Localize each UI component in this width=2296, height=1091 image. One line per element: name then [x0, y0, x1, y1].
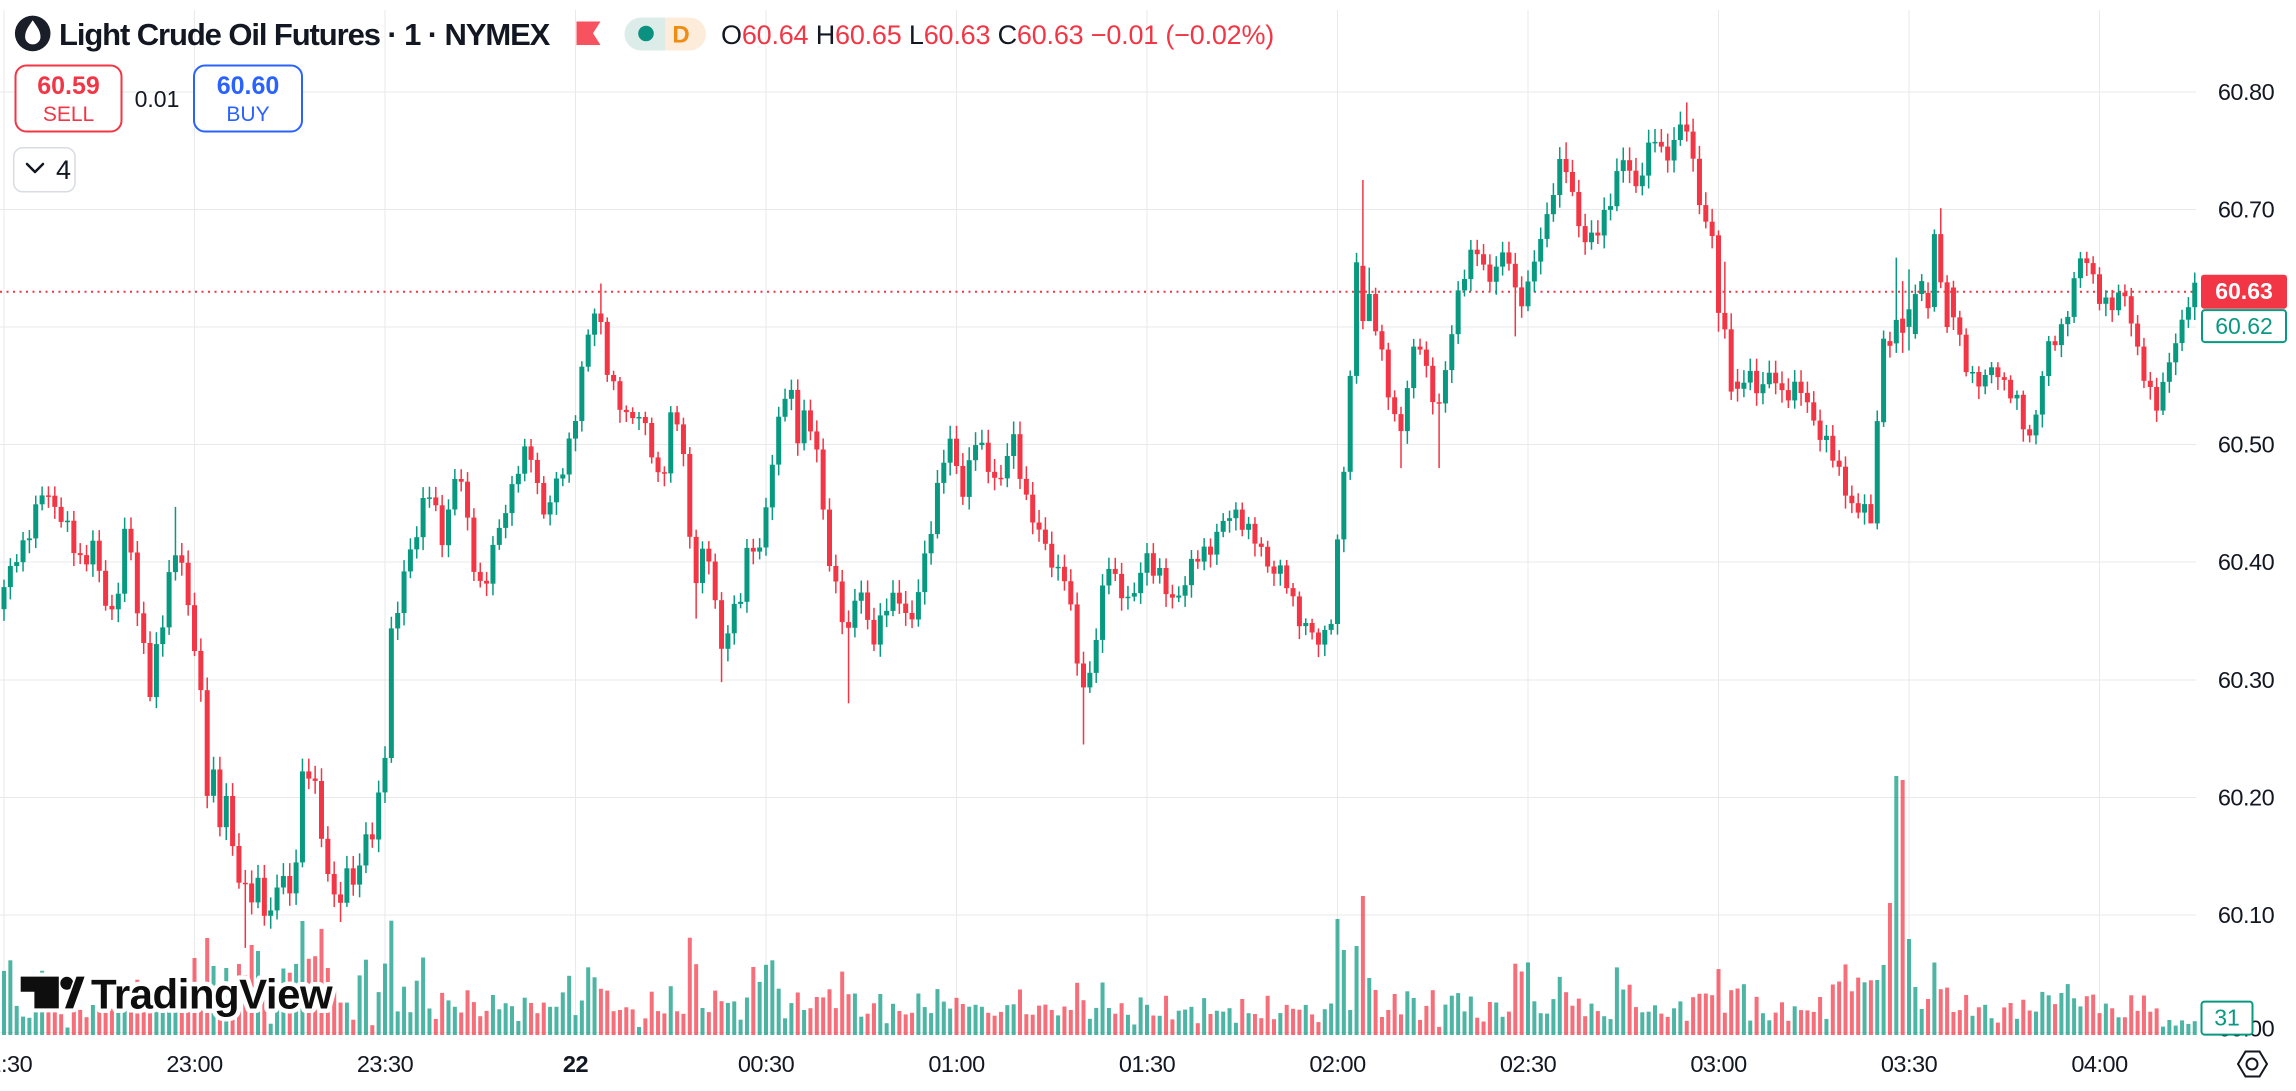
svg-text:22:30: 22:30 — [0, 1051, 33, 1077]
svg-text:03:00: 03:00 — [1690, 1051, 1747, 1077]
svg-text:60.59: 60.59 — [37, 72, 100, 100]
svg-text:O60.64 H60.65 L60.63 C60.63 −0: O60.64 H60.65 L60.63 C60.63 −0.01 (−0.02… — [721, 20, 1274, 50]
svg-text:D: D — [672, 22, 689, 49]
svg-text:02:30: 02:30 — [1500, 1051, 1557, 1077]
svg-text:60.63: 60.63 — [2215, 278, 2273, 304]
svg-text:BUY: BUY — [226, 103, 269, 126]
svg-text:60.30: 60.30 — [2218, 667, 2275, 693]
svg-text:23:30: 23:30 — [357, 1051, 414, 1077]
svg-text:23:00: 23:00 — [166, 1051, 223, 1077]
svg-text:31: 31 — [2214, 1005, 2240, 1031]
svg-text:01:30: 01:30 — [1119, 1051, 1176, 1077]
svg-text:60.40: 60.40 — [2218, 549, 2275, 575]
svg-text:01:00: 01:00 — [928, 1051, 985, 1077]
svg-text:Light Crude Oil Futures · 1 ·: Light Crude Oil Futures · 1 · NYMEX — [59, 17, 551, 52]
svg-text:SELL: SELL — [43, 103, 94, 126]
svg-text:02:00: 02:00 — [1309, 1051, 1366, 1077]
svg-text:60.60: 60.60 — [217, 72, 280, 100]
svg-text:60.62: 60.62 — [2215, 313, 2273, 339]
svg-text:22: 22 — [563, 1051, 589, 1077]
svg-text:4: 4 — [56, 155, 71, 185]
svg-text:0.01: 0.01 — [135, 86, 180, 112]
svg-text:TradingView: TradingView — [91, 971, 333, 1018]
svg-text:60.50: 60.50 — [2218, 432, 2275, 458]
svg-text:04:00: 04:00 — [2071, 1051, 2128, 1077]
svg-text:60.20: 60.20 — [2218, 784, 2275, 810]
svg-text:60.10: 60.10 — [2218, 902, 2275, 928]
svg-text:60.70: 60.70 — [2218, 196, 2275, 222]
svg-text:03:30: 03:30 — [1881, 1051, 1938, 1077]
svg-text:TradingView: TradingView — [91, 971, 333, 1018]
svg-text:00:30: 00:30 — [738, 1051, 795, 1077]
svg-text:60.80: 60.80 — [2218, 79, 2275, 105]
